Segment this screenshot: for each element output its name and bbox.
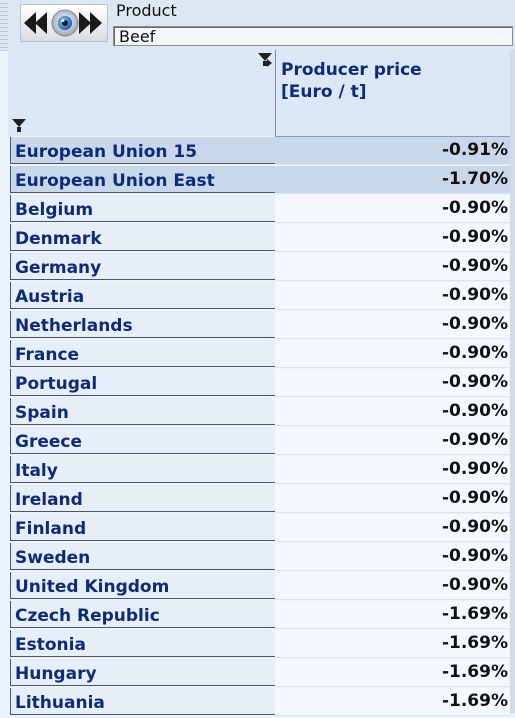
table-row[interactable]: Austria -0.90% [8,282,510,311]
table-row[interactable]: France -0.90% [8,340,510,369]
table-row[interactable]: United Kingdom -0.90% [8,572,510,601]
last-icon[interactable] [90,12,102,34]
filter-icon[interactable] [12,119,26,133]
row-header-region[interactable]: Hungary [10,659,279,686]
panel-grip[interactable] [0,0,8,50]
row-header-region[interactable]: Spain [10,398,279,425]
cell-value[interactable]: -0.90% [275,485,510,513]
previous-icon[interactable] [35,12,47,34]
column-header-label: Producer price [Euro / t] [281,59,422,103]
row-header-region[interactable]: European Union East [10,166,279,193]
table-row[interactable]: European Union East -1.70% [8,166,510,195]
cell-value[interactable]: -0.90% [275,253,510,281]
table-row[interactable]: Hungary -1.69% [8,659,510,688]
navigation-control [20,4,108,42]
cell-value[interactable]: -0.90% [275,282,510,310]
row-header-region[interactable]: Portugal [10,369,279,396]
cell-value[interactable]: -0.90% [275,195,510,223]
eye-icon[interactable] [51,9,79,37]
product-select[interactable]: Beef [113,26,513,46]
row-header-region[interactable]: Czech Republic [10,601,279,628]
table-row[interactable]: European Union 15 -0.91% [8,137,510,166]
row-header-region[interactable]: France [10,340,279,367]
cell-value[interactable]: -1.69% [275,630,510,658]
table-row[interactable]: Greece -0.90% [8,427,510,456]
cell-value[interactable]: -0.90% [275,311,510,339]
row-header-region[interactable]: Italy [10,456,279,483]
table-row[interactable]: Denmark -0.90% [8,224,510,253]
toolbar: Product Beef [0,0,515,51]
table-row[interactable]: Portugal -0.90% [8,369,510,398]
table-row[interactable]: Czech Republic -1.69% [8,601,510,630]
row-header-region[interactable]: Netherlands [10,311,279,338]
cell-value[interactable]: -0.90% [275,514,510,542]
row-header-region[interactable]: United Kingdom [10,572,279,599]
product-label: Product [116,1,177,20]
row-header-region[interactable]: European Union 15 [10,137,279,164]
cell-value[interactable]: -0.90% [275,369,510,397]
row-header-region[interactable]: Belgium [10,195,279,222]
cell-value[interactable]: -0.90% [275,398,510,426]
cell-value[interactable]: -1.69% [275,601,510,629]
cell-value[interactable]: -1.69% [275,659,510,687]
row-header-region[interactable]: Lithuania [10,688,279,715]
table-row[interactable]: Belgium -0.90% [8,195,510,224]
cell-value[interactable]: -0.90% [275,427,510,455]
cell-value[interactable]: -0.90% [275,340,510,368]
table-row[interactable]: Ireland -0.90% [8,485,510,514]
cell-value[interactable]: -0.91% [275,137,510,165]
cell-value[interactable]: -0.90% [275,224,510,252]
row-header-corner [8,50,275,136]
table-row[interactable]: Italy -0.90% [8,456,510,485]
cell-value[interactable]: -1.70% [275,166,510,194]
table-row[interactable]: Netherlands -0.90% [8,311,510,340]
cell-value[interactable]: -0.90% [275,543,510,571]
row-header-region[interactable]: Estonia [10,630,279,657]
filter-icon[interactable] [258,53,272,67]
table-row[interactable]: Germany -0.90% [8,253,510,282]
row-header-region[interactable]: Germany [10,253,279,280]
cell-value[interactable]: -0.90% [275,456,510,484]
row-header-region[interactable]: Denmark [10,224,279,251]
column-header-producer-price[interactable]: Producer price [Euro / t] [275,50,511,138]
table-row[interactable]: Spain -0.90% [8,398,510,427]
row-header-region[interactable]: Finland [10,514,279,541]
cell-value[interactable]: -1.69% [275,688,510,716]
cell-value[interactable]: -0.90% [275,572,510,600]
table-row[interactable]: Estonia -1.69% [8,630,510,659]
scrollbar[interactable] [510,50,515,713]
row-header-region[interactable]: Greece [10,427,279,454]
row-header-region[interactable]: Austria [10,282,279,309]
table-row[interactable]: Finland -0.90% [8,514,510,543]
row-header-region[interactable]: Ireland [10,485,279,512]
table-row[interactable]: Sweden -0.90% [8,543,510,572]
row-header-region[interactable]: Sweden [10,543,279,570]
